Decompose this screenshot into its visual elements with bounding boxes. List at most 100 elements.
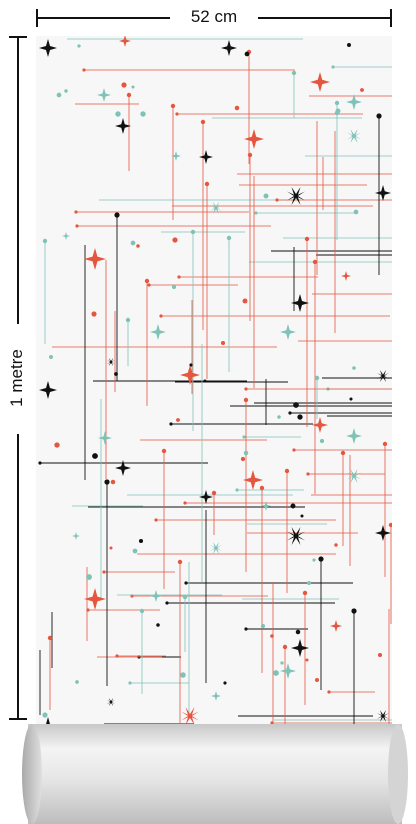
pattern-dot xyxy=(169,422,173,426)
pattern-dot xyxy=(110,479,116,485)
pattern-dot xyxy=(288,411,292,415)
pattern-star xyxy=(39,39,57,57)
pattern-dot xyxy=(226,235,232,241)
pattern-star xyxy=(221,40,237,56)
pattern-dot xyxy=(136,244,140,248)
pattern-dot xyxy=(376,113,382,119)
pattern-star xyxy=(180,365,200,385)
pattern-star xyxy=(244,129,264,149)
pattern-star xyxy=(62,232,70,240)
pattern-star xyxy=(84,248,106,270)
pattern-dot xyxy=(92,453,98,459)
pattern-dot xyxy=(340,450,346,456)
pattern-dot xyxy=(56,92,62,98)
pattern-dot xyxy=(307,581,311,585)
height-line-bottom xyxy=(17,434,19,720)
pattern-dot xyxy=(147,283,151,287)
pattern-dot xyxy=(77,44,81,48)
pattern-dot xyxy=(382,441,388,447)
pattern-star xyxy=(291,294,309,312)
pattern-dot xyxy=(243,450,249,456)
pattern-dot xyxy=(349,397,353,401)
pattern-dot xyxy=(154,518,158,522)
pattern-dot xyxy=(290,503,296,509)
pattern-dot xyxy=(223,681,227,685)
pattern-dot xyxy=(300,514,304,518)
pattern-dot xyxy=(176,418,180,422)
pattern-dot xyxy=(319,438,325,444)
pattern-dot xyxy=(161,448,167,454)
pattern-dot xyxy=(171,284,177,290)
pattern-dot xyxy=(172,237,178,243)
pattern-star xyxy=(72,532,80,540)
pattern-star xyxy=(211,691,221,701)
pattern-dot xyxy=(304,236,310,242)
pattern-star xyxy=(341,271,351,281)
pattern-star xyxy=(119,36,131,47)
pattern-dot xyxy=(312,259,318,265)
pattern-dot xyxy=(121,82,127,88)
pattern-dot xyxy=(244,627,248,631)
height-line-top xyxy=(17,36,19,324)
pattern-dot xyxy=(277,415,281,419)
pattern-dot xyxy=(82,68,86,72)
pattern-star xyxy=(280,324,296,340)
pattern-burst xyxy=(347,469,361,483)
pattern-dot xyxy=(189,363,193,367)
pattern-dot xyxy=(128,681,132,685)
width-dimension: 52 cm xyxy=(36,6,392,28)
pattern-dot xyxy=(190,229,196,235)
pattern-dot xyxy=(293,402,299,408)
wallpaper-roll xyxy=(22,724,408,824)
pattern-dot xyxy=(125,317,131,323)
height-tick-bottom xyxy=(9,718,27,720)
pattern-dot xyxy=(109,546,113,550)
width-line-left xyxy=(36,17,170,19)
pattern-burst xyxy=(107,698,115,706)
pattern-dot xyxy=(203,379,207,383)
pattern-dot xyxy=(159,314,163,318)
pattern-dot xyxy=(234,105,240,111)
pattern-dot xyxy=(273,670,279,676)
pattern-dot xyxy=(297,414,303,420)
pattern-dot xyxy=(263,193,269,199)
pattern-dot xyxy=(282,644,288,650)
height-dimension: 1 metre xyxy=(6,36,28,720)
pattern-star xyxy=(150,324,166,340)
pattern-star xyxy=(330,620,342,632)
pattern-star xyxy=(280,663,296,679)
pattern-dot xyxy=(177,559,183,565)
pattern-star xyxy=(39,381,57,399)
height-label: 1 metre xyxy=(7,349,26,407)
pattern-dot xyxy=(388,522,392,528)
pattern-dot xyxy=(156,623,160,627)
pattern-burst xyxy=(287,527,305,545)
pattern-dot xyxy=(91,311,97,317)
width-tick-right xyxy=(390,9,392,27)
pattern-dot xyxy=(284,468,290,474)
pattern-dot xyxy=(295,629,301,635)
pattern-burst xyxy=(287,187,305,205)
pattern-star xyxy=(312,417,328,433)
pattern-dot xyxy=(130,240,136,246)
pattern-dot xyxy=(247,152,253,158)
pattern-dot xyxy=(38,461,42,465)
pattern-dot xyxy=(74,210,78,214)
pattern-dot xyxy=(235,488,239,492)
pattern-dot xyxy=(314,375,320,381)
pattern-dot xyxy=(334,543,338,547)
pattern-dot xyxy=(182,594,188,600)
pattern-dot xyxy=(334,100,340,106)
pattern-dot xyxy=(242,298,248,304)
pattern-dot xyxy=(177,275,181,279)
pattern-dot xyxy=(306,472,310,476)
pattern-dot xyxy=(175,112,179,116)
pattern-dot xyxy=(47,635,53,641)
pattern-dot xyxy=(275,198,279,202)
pattern-star xyxy=(150,590,162,602)
pattern-star xyxy=(243,470,263,490)
pattern-dot xyxy=(104,479,110,485)
pattern-dot xyxy=(180,672,186,678)
pattern-star xyxy=(199,150,213,164)
pattern-burst xyxy=(377,710,389,722)
